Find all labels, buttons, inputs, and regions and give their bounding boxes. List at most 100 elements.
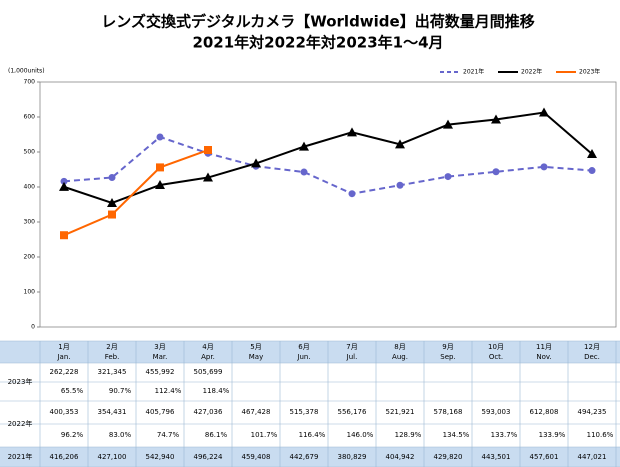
month-label: 4月 bbox=[202, 343, 213, 351]
month-label: 2月 bbox=[106, 343, 117, 351]
table-value: 505,699 bbox=[194, 368, 223, 376]
marker bbox=[156, 163, 164, 172]
series-line bbox=[63, 149, 209, 237]
month-label-en: Oct. bbox=[489, 353, 503, 361]
marker bbox=[108, 174, 116, 182]
month-label: 7月 bbox=[346, 343, 357, 351]
month-label-en: Sep. bbox=[440, 353, 455, 361]
row-label: 2023年 bbox=[8, 377, 33, 386]
y-tick-label: 200 bbox=[24, 254, 36, 261]
row-label: 2021年 bbox=[8, 452, 33, 461]
month-label-en: Mar. bbox=[153, 353, 168, 361]
month-label: 1月 bbox=[58, 343, 69, 351]
series-line bbox=[63, 135, 593, 195]
month-label-en: Jun. bbox=[296, 353, 310, 361]
month-label-en: Apr. bbox=[201, 353, 215, 361]
table-value: 429,820 bbox=[434, 453, 463, 461]
chart-subtitle: 2021年対2022年対2023年1～4月 bbox=[192, 34, 443, 52]
table-ratio: 90.7% bbox=[109, 387, 132, 395]
table-ratio: 146.0% bbox=[347, 431, 374, 439]
month-label: 6月 bbox=[298, 343, 309, 351]
table-ratio: 65.5% bbox=[61, 387, 84, 395]
marker bbox=[587, 149, 597, 159]
marker bbox=[347, 127, 357, 137]
table-value: 427,036 bbox=[194, 408, 223, 416]
table-value: 416,206 bbox=[50, 453, 79, 461]
marker bbox=[492, 168, 500, 176]
table-value: 262,228 bbox=[50, 368, 79, 376]
table-value: 593,003 bbox=[482, 408, 511, 416]
marker bbox=[59, 181, 69, 191]
marker bbox=[395, 139, 405, 149]
table-value: 427,100 bbox=[98, 453, 127, 461]
table-header-bg bbox=[0, 341, 620, 363]
month-label-en: Jul. bbox=[346, 353, 358, 361]
table-value: 447,021 bbox=[578, 453, 607, 461]
table-value: 455,992 bbox=[146, 368, 175, 376]
marker bbox=[203, 172, 213, 182]
month-label: 8月 bbox=[394, 343, 405, 351]
table-ratio: 83.0% bbox=[109, 431, 132, 439]
table-value: 443,501 bbox=[482, 453, 511, 461]
marker bbox=[539, 107, 549, 117]
y-tick-label: 600 bbox=[24, 114, 36, 121]
table-ratio: 86.1% bbox=[205, 431, 228, 439]
table-ratio: 110.6% bbox=[587, 431, 614, 439]
plot-frame bbox=[39, 81, 617, 328]
marker bbox=[540, 163, 548, 171]
table-value: 494,235 bbox=[578, 408, 607, 416]
month-label-en: Nov. bbox=[536, 353, 551, 361]
table-ratio: 134.5% bbox=[443, 431, 470, 439]
marker bbox=[155, 179, 165, 189]
chart-title: レンズ交換式デジタルカメラ【Worldwide】出荷数量月間推移 bbox=[101, 13, 534, 31]
legend-label: 2023年 bbox=[579, 68, 600, 76]
month-label-en: Aug. bbox=[392, 353, 408, 361]
month-label: 3月 bbox=[154, 343, 165, 351]
marker bbox=[204, 146, 212, 155]
table-value: 459,408 bbox=[242, 453, 271, 461]
month-label: 10月 bbox=[488, 343, 504, 351]
month-label-en: May bbox=[249, 353, 263, 361]
marker bbox=[443, 119, 453, 129]
legend-label: 2022年 bbox=[521, 68, 542, 76]
y-tick-label: 400 bbox=[24, 184, 36, 191]
table-value: 467,428 bbox=[242, 408, 271, 416]
marker bbox=[348, 190, 356, 198]
table-ratio: 101.7% bbox=[251, 431, 278, 439]
month-label: 9月 bbox=[442, 343, 453, 351]
y-tick-label: 0 bbox=[31, 324, 35, 331]
table-value: 521,921 bbox=[386, 408, 415, 416]
month-label-en: Feb. bbox=[105, 353, 120, 361]
table-value: 400,353 bbox=[50, 408, 79, 416]
month-label: 11月 bbox=[536, 343, 552, 351]
table-ratio: 118.4% bbox=[203, 387, 230, 395]
table-value: 404,942 bbox=[386, 453, 415, 461]
month-label: 5月 bbox=[250, 343, 261, 351]
y-tick-label: 300 bbox=[24, 219, 36, 226]
marker bbox=[588, 167, 596, 175]
table-value: 405,796 bbox=[146, 408, 175, 416]
series-line bbox=[63, 111, 593, 205]
y-tick-label: 500 bbox=[24, 149, 36, 156]
table-value: 612,808 bbox=[530, 408, 559, 416]
legend-label: 2021年 bbox=[463, 68, 484, 76]
table-ratio: 133.9% bbox=[539, 431, 566, 439]
table-value: 354,431 bbox=[98, 408, 127, 416]
marker bbox=[60, 177, 68, 185]
month-label-en: Jan. bbox=[56, 353, 70, 361]
marker bbox=[156, 133, 164, 141]
marker bbox=[491, 114, 501, 124]
marker bbox=[60, 231, 68, 240]
table-ratio: 74.7% bbox=[157, 431, 180, 439]
table-value: 380,829 bbox=[338, 453, 367, 461]
table-value: 321,345 bbox=[98, 368, 127, 376]
marker bbox=[251, 158, 261, 168]
table-value: 515,378 bbox=[290, 408, 319, 416]
table-ratio: 112.4% bbox=[155, 387, 182, 395]
table-row-bg bbox=[0, 447, 620, 467]
y-axis-label: (1,000units) bbox=[8, 68, 45, 75]
marker bbox=[300, 168, 308, 176]
table-ratio: 133.7% bbox=[491, 431, 518, 439]
table-ratio: 128.9% bbox=[395, 431, 422, 439]
